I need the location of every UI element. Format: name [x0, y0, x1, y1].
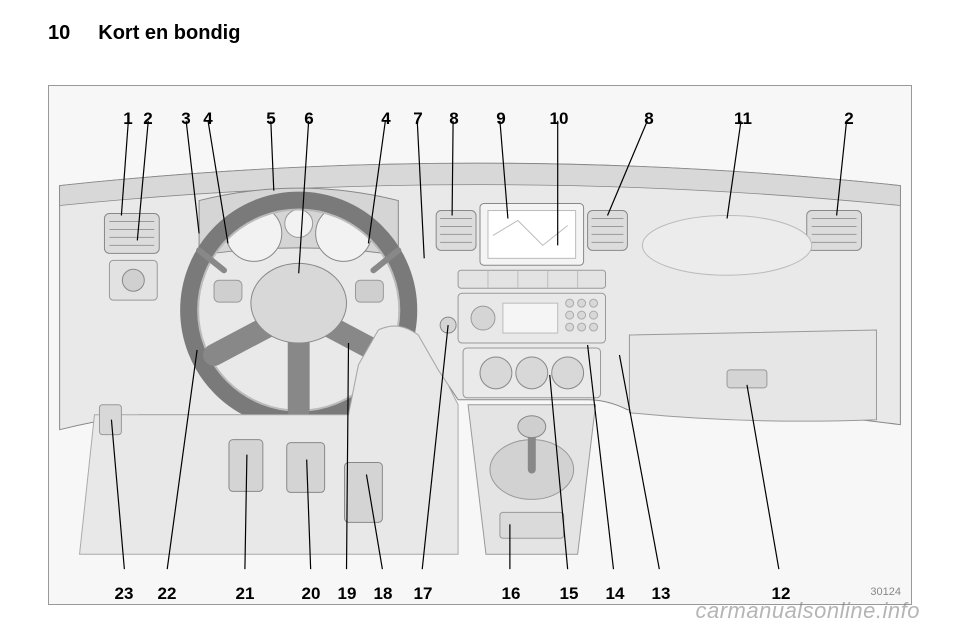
dashboard-figure: 1234564789108112232221201918171615141312…	[48, 85, 912, 605]
callout-label-4: 4	[381, 109, 390, 129]
leader-line	[837, 121, 847, 216]
leader-line	[299, 121, 309, 273]
section-title: Kort en bondig	[98, 22, 240, 45]
callout-label-14: 14	[606, 584, 625, 604]
callout-label-7: 7	[413, 109, 422, 129]
leader-line	[307, 460, 311, 570]
page-number: 10	[48, 22, 70, 45]
callout-label-2: 2	[844, 109, 853, 129]
callout-label-20: 20	[302, 584, 321, 604]
leader-line	[137, 121, 148, 241]
callout-label-8: 8	[644, 109, 653, 129]
callout-label-8: 8	[449, 109, 458, 129]
leader-line	[347, 343, 349, 569]
callout-label-4: 4	[203, 109, 212, 129]
leader-line	[619, 355, 659, 569]
leader-line	[208, 121, 228, 244]
leader-line	[271, 121, 274, 191]
page-header: 10 Kort en bondig	[48, 22, 240, 45]
leader-line	[452, 121, 453, 216]
callout-label-10: 10	[550, 109, 569, 129]
callout-label-2: 2	[143, 109, 152, 129]
leader-line	[422, 325, 448, 569]
callout-label-18: 18	[374, 584, 393, 604]
leader-line	[747, 385, 779, 569]
figure-id: 30124	[870, 586, 901, 598]
leader-line	[500, 121, 508, 219]
leader-line	[186, 121, 199, 234]
callout-label-6: 6	[304, 109, 313, 129]
callout-label-16: 16	[502, 584, 521, 604]
leader-line	[588, 345, 614, 569]
callout-label-3: 3	[181, 109, 190, 129]
leader-line	[366, 475, 382, 570]
leader-line	[245, 455, 247, 570]
leader-line	[727, 121, 741, 219]
callout-label-22: 22	[158, 584, 177, 604]
callout-label-13: 13	[652, 584, 671, 604]
watermark: carmanualsonline.info	[695, 598, 920, 624]
callout-label-1: 1	[123, 109, 132, 129]
leader-line	[121, 121, 128, 216]
callout-label-17: 17	[414, 584, 433, 604]
leader-line	[608, 121, 648, 216]
callout-label-19: 19	[338, 584, 357, 604]
leader-line	[550, 375, 568, 569]
callout-label-21: 21	[236, 584, 255, 604]
callout-label-23: 23	[115, 584, 134, 604]
leader-line	[417, 121, 424, 258]
callout-label-11: 11	[734, 109, 752, 129]
leader-lines	[49, 86, 911, 604]
leader-line	[167, 350, 197, 569]
callout-label-15: 15	[560, 584, 579, 604]
leader-line	[368, 121, 385, 244]
callout-label-9: 9	[496, 109, 505, 129]
leader-line	[111, 420, 124, 569]
callout-label-5: 5	[266, 109, 275, 129]
